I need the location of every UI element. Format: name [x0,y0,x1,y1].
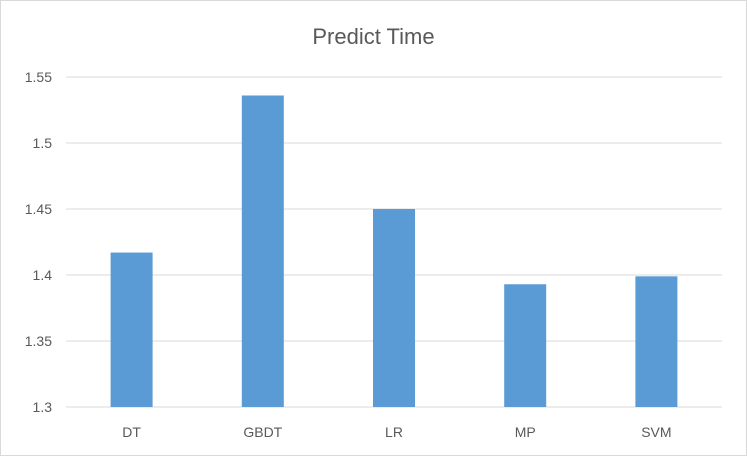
y-tick-label-3: 1.45 [25,201,52,217]
bars [110,95,678,407]
y-tick-label-2: 1.4 [33,267,53,283]
x-tick-label-gbdt: GBDT [243,424,282,440]
chart-title: Predict Time [312,24,434,49]
x-tick-label-lr: LR [385,424,403,440]
y-axis-tick-labels: 1.3 1.35 1.4 1.45 1.5 1.55 [25,69,52,415]
bar-lr [373,209,415,407]
bar-mp [504,284,547,407]
x-tick-label-svm: SVM [641,424,671,440]
x-tick-label-dt: DT [122,424,141,440]
bar-gbdt [241,95,284,407]
y-tick-label-5: 1.55 [25,69,52,85]
y-tick-label-0: 1.3 [33,399,53,415]
x-axis-tick-labels: DT GBDT LR MP SVM [122,424,671,440]
bar-dt [110,252,153,407]
bar-svm [635,276,678,407]
gridlines [66,76,722,408]
y-tick-label-4: 1.5 [33,135,53,151]
y-tick-label-1: 1.35 [25,333,52,349]
x-tick-label-mp: MP [515,424,536,440]
